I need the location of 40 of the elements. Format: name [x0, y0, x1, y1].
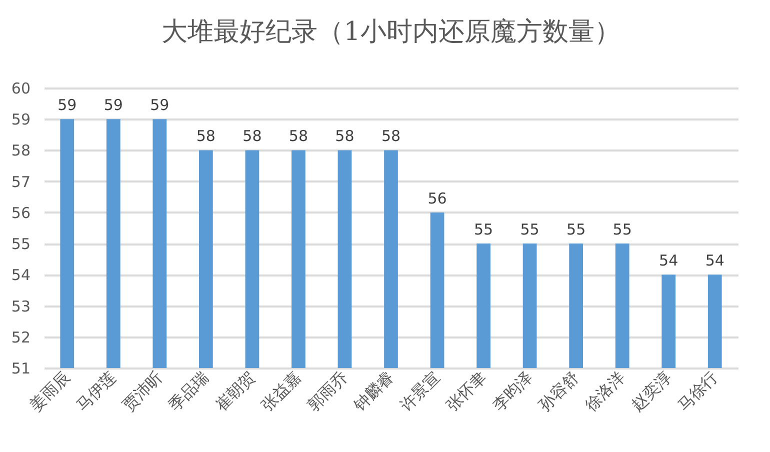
data-label: 58	[196, 127, 216, 146]
x-tick-label: 许景宣	[396, 367, 444, 415]
y-tick-label: 59	[11, 110, 30, 129]
data-label: 56	[428, 189, 447, 208]
data-label: 55	[612, 220, 632, 239]
x-tick-label: 崔朝贺	[211, 367, 259, 415]
x-tick-label: 贾沛昕	[118, 367, 166, 415]
y-tick-label: 54	[11, 266, 30, 284]
y-tick-label: 51	[11, 360, 30, 378]
data-label: 55	[566, 220, 586, 239]
x-tick-label: 郭雨乔	[304, 367, 352, 415]
x-tick-label: 马徐行	[674, 367, 722, 415]
data-label: 55	[474, 220, 494, 239]
x-tick-label: 张怀聿	[442, 367, 490, 415]
data-label: 58	[288, 127, 308, 146]
x-tick-label: 李昀泽	[488, 367, 536, 415]
y-tick-label: 60	[11, 80, 30, 98]
x-tick-label: 孙容舒	[535, 367, 582, 415]
y-tick-label: 57	[11, 172, 30, 191]
y-tick-label: 52	[11, 328, 30, 346]
data-label: 59	[150, 96, 170, 114]
x-tick-label: 张益嘉	[257, 367, 305, 415]
y-tick-label: 58	[11, 142, 30, 160]
data-label: 58	[242, 127, 262, 146]
y-tick-label: 53	[11, 297, 30, 316]
y-tick-label: 55	[11, 235, 30, 254]
data-label: 59	[58, 96, 77, 114]
data-label: 58	[381, 127, 401, 146]
y-tick-label: 56	[11, 204, 30, 222]
x-tick-label: 钟麟睿	[349, 367, 398, 416]
data-label: 54	[659, 252, 678, 270]
data-label: 58	[335, 127, 354, 146]
x-tick-label: 徐洛洋	[581, 367, 629, 415]
x-tick-label: 赵奕淳	[628, 367, 675, 415]
chart-title: 大堆最好纪录（1小时内还原魔方数量）	[162, 17, 620, 47]
x-tick-label: 季品瑞	[164, 367, 212, 415]
data-label: 59	[104, 96, 123, 114]
data-label: 54	[705, 252, 724, 270]
x-tick-label: 马伊莲	[72, 367, 120, 415]
data-label: 55	[520, 220, 540, 239]
